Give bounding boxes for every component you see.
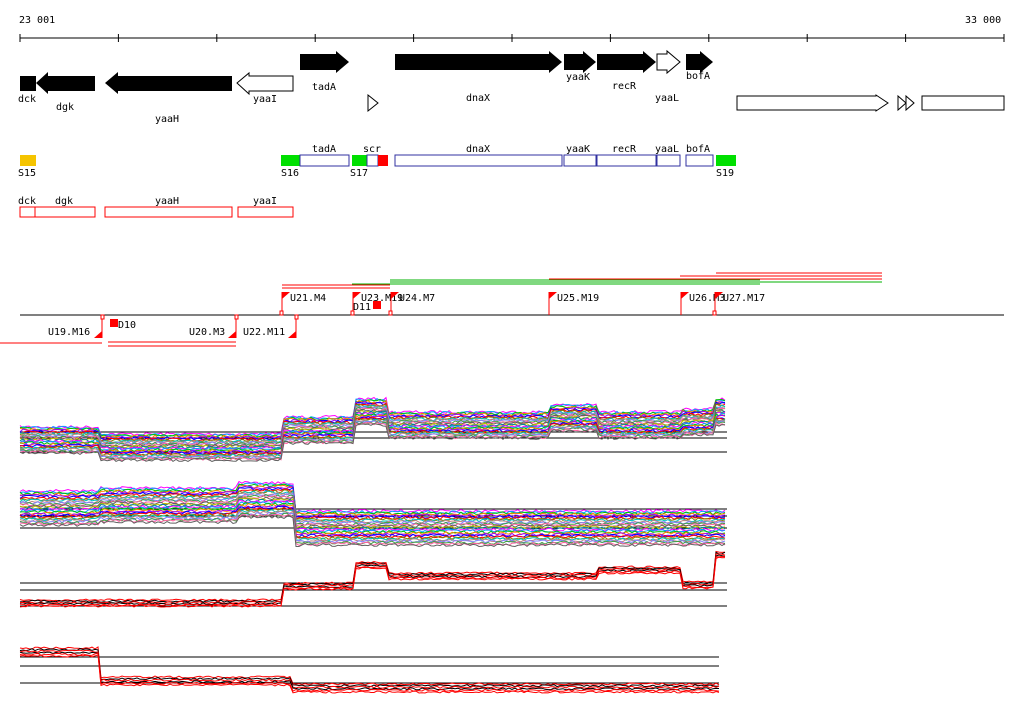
gene-label-recR: recR: [612, 81, 637, 92]
promoter-U26-M3[interactable]: U26.M3: [680, 292, 725, 315]
feature-label-recR: recR: [612, 144, 637, 155]
feature-recR[interactable]: [596, 154, 657, 167]
feature-minus-yaaI[interactable]: [237, 206, 294, 218]
gene-track: dck dgk yaaH yaaI tadA dnaX yaaK: [18, 49, 1005, 125]
promoter-label-U26-M3: U26.M3: [689, 293, 725, 304]
gene-label-dck: dck: [18, 94, 36, 105]
promoter-D11[interactable]: D11: [353, 301, 381, 313]
promoter-D10[interactable]: D10: [110, 319, 136, 331]
unlabeled-gene-right-1: [736, 94, 889, 112]
feature-tadA[interactable]: [299, 154, 350, 167]
expression-panel-minus-all: [19, 480, 727, 548]
feature-track-plus: S15 S16 tadA S17 scr dnaX yaaK recR yaaL…: [18, 144, 736, 179]
promoter-label-U27-M17: U27.M17: [723, 293, 765, 304]
feature-label-S17: S17: [350, 168, 368, 179]
promoter-U27-M17[interactable]: U27.M17: [712, 292, 765, 316]
promoter-label-U25-M19: U25.M19: [557, 293, 599, 304]
feature-S16[interactable]: [281, 155, 300, 166]
feature-minus-yaaH[interactable]: [104, 206, 233, 218]
feature-label-S16: S16: [281, 168, 299, 179]
unlabeled-gene-right-4: [921, 95, 1005, 111]
expression-panel-plus-summary: [19, 550, 727, 608]
promoter-U24-M7[interactable]: U24.M7: [388, 292, 435, 316]
promoter-track: U21.M4 U23.M19 U24.M7 D11 U25.M19 U26.M3: [0, 272, 1004, 347]
promoter-label-U22-M11: U22.M11: [243, 327, 285, 338]
feature-label-S19: S19: [716, 168, 734, 179]
feature-label-dnaX: dnaX: [466, 144, 490, 155]
gene-yaaL[interactable]: yaaL: [655, 49, 681, 104]
feature-bofA[interactable]: [685, 154, 714, 167]
feature-minus-dck[interactable]: [19, 206, 36, 218]
promoter-label-U23-M19: U23.M19: [361, 293, 403, 304]
feature-minus-label-dck: dck: [18, 196, 36, 207]
promoter-label-D10: D10: [118, 320, 136, 331]
promoter-label-U19-M16: U19.M16: [48, 327, 90, 338]
gene-label-dnaX: dnaX: [466, 93, 490, 104]
promoter-label-U21-M4: U21.M4: [290, 293, 326, 304]
feature-label-yaaK: yaaK: [566, 144, 590, 155]
feature-minus-label-yaaI: yaaI: [253, 196, 277, 207]
gene-recR[interactable]: recR: [597, 51, 656, 92]
gene-dgk[interactable]: dgk: [36, 72, 95, 113]
feature-track-minus: dck dgk yaaH yaaI: [18, 196, 294, 218]
end-coordinate: 33 000: [965, 15, 1001, 26]
feature-minus-dgk[interactable]: [34, 206, 96, 218]
gene-label-bofA: bofA: [686, 71, 710, 82]
coordinate-ruler: 23 001 33 000: [19, 15, 1005, 42]
feature-yaaL[interactable]: [656, 154, 681, 167]
start-coordinate: 23 001: [19, 15, 55, 26]
feature-dnaX[interactable]: [394, 154, 563, 167]
feature-scr[interactable]: [366, 154, 388, 167]
promoter-label-U20-M3: U20.M3: [189, 327, 225, 338]
feature-label-tadA: tadA: [312, 144, 336, 155]
feature-yaaK[interactable]: [563, 154, 597, 167]
promoter-U21-M4[interactable]: U21.M4: [279, 292, 326, 316]
feature-minus-label-yaaH: yaaH: [155, 196, 179, 207]
promoter-label-U24-M7: U24.M7: [399, 293, 435, 304]
feature-label-bofA: bofA: [686, 144, 710, 155]
promoter-U22-M11[interactable]: U22.M11: [243, 314, 299, 338]
promoter-label-D11: D11: [353, 302, 371, 313]
expression-panel-minus-summary: [19, 646, 720, 694]
gene-dck[interactable]: dck: [18, 76, 36, 105]
promoter-U19-M16[interactable]: U19.M16: [48, 314, 105, 338]
gene-yaaI[interactable]: yaaI: [236, 71, 294, 105]
feature-minus-label-dgk: dgk: [55, 196, 73, 207]
promoter-U23-M19[interactable]: U23.M19: [350, 292, 403, 316]
transcript-lines-up: [282, 272, 882, 289]
gene-yaaH[interactable]: yaaH: [105, 72, 232, 125]
promoter-U25-M19[interactable]: U25.M19: [548, 292, 599, 315]
feature-S17[interactable]: [352, 155, 367, 166]
feature-S15[interactable]: [20, 155, 36, 166]
promoter-U20-M3[interactable]: U20.M3: [189, 314, 239, 338]
feature-S19[interactable]: [716, 155, 736, 166]
unlabeled-gene-right-3: [905, 94, 915, 112]
small-open-triangle: [367, 93, 379, 113]
gene-label-yaaH: yaaH: [155, 114, 179, 125]
gene-bofA[interactable]: bofA: [686, 51, 713, 82]
feature-label-yaaL: yaaL: [655, 144, 679, 155]
gene-label-dgk: dgk: [56, 102, 74, 113]
gene-tadA[interactable]: tadA: [300, 51, 349, 93]
gene-label-yaaK: yaaK: [566, 72, 590, 83]
gene-dnaX[interactable]: dnaX: [395, 51, 562, 104]
gene-label-yaaI: yaaI: [253, 94, 277, 105]
gene-label-tadA: tadA: [312, 82, 336, 93]
gene-label-yaaL: yaaL: [655, 93, 679, 104]
unlabeled-gene-right-2: [897, 94, 907, 112]
feature-label-S15: S15: [18, 168, 36, 179]
gene-yaaK[interactable]: yaaK: [564, 51, 596, 83]
expression-panel-plus-all: [19, 396, 727, 463]
feature-label-scr: scr: [363, 144, 381, 155]
